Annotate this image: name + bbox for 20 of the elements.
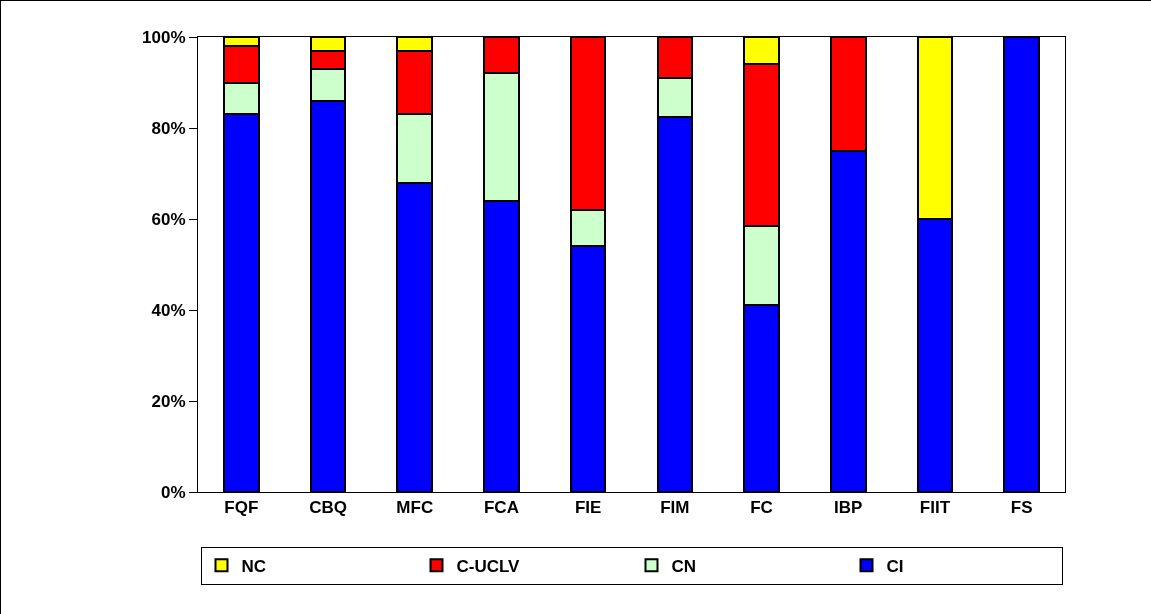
x-tick-label: FC [750,498,773,518]
y-tick-label: 100% [142,27,186,47]
y-tick-label: 0% [161,482,186,502]
x-tick-label: FS [1010,498,1033,518]
x-tick-label: FIIT [919,498,951,518]
x-tick-label: FCA [483,498,519,518]
x-tick-label: MFC [396,498,434,518]
x-tick-label: FQF [224,498,259,518]
x-tick-label: FIM [660,498,690,518]
legend-label: C-UCLV [456,556,521,576]
x-tick-label: FIE [574,498,602,518]
x-tick-label: IBP [834,498,863,518]
legend-label: CI [886,556,904,576]
legend-label: NC [241,556,267,576]
legend-label: CN [671,556,697,576]
x-tick-label: CBQ [309,498,347,518]
y-tick-label: 60% [151,209,186,229]
y-tick-label: 80% [151,118,186,138]
y-tick-label: 20% [151,391,186,411]
y-tick-label: 40% [151,300,186,320]
